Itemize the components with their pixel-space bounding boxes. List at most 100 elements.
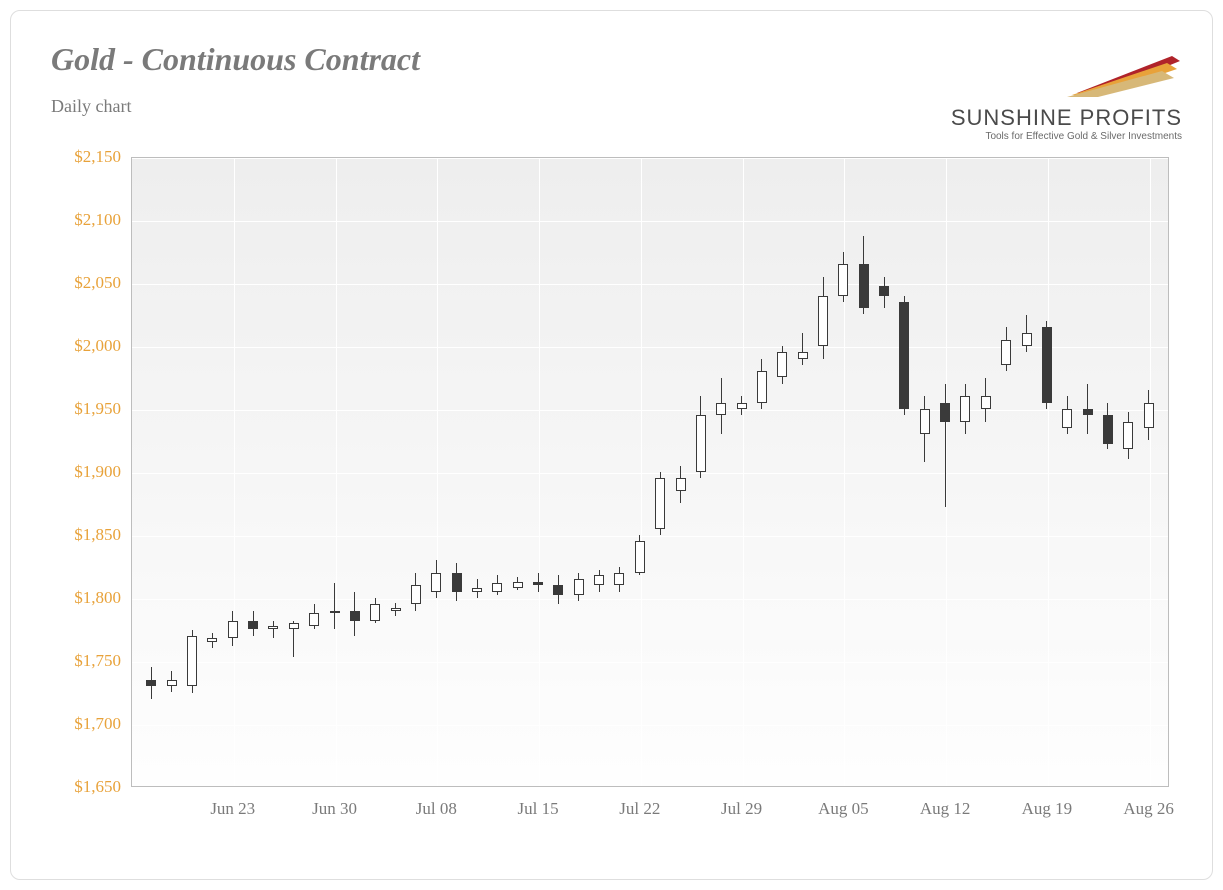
candle-body bbox=[716, 403, 726, 416]
chart-panel: Gold - Continuous Contract Daily chart S… bbox=[10, 10, 1213, 880]
x-axis-label: Jul 22 bbox=[619, 799, 660, 819]
candle-body bbox=[1103, 415, 1113, 444]
x-axis-label: Aug 19 bbox=[1022, 799, 1073, 819]
logo-tagline: Tools for Effective Gold & Silver Invest… bbox=[951, 131, 1182, 142]
candle-body bbox=[614, 573, 624, 586]
candle-body bbox=[1042, 327, 1052, 403]
candle-body bbox=[777, 352, 787, 377]
plot-area bbox=[131, 157, 1169, 787]
y-axis-label: $1,900 bbox=[51, 462, 121, 482]
gridline bbox=[132, 347, 1168, 348]
x-axis-label: Jun 23 bbox=[210, 799, 255, 819]
x-axis-label: Jul 08 bbox=[416, 799, 457, 819]
candle-body bbox=[676, 478, 686, 491]
candle-body bbox=[920, 409, 930, 434]
x-axis-label: Aug 26 bbox=[1123, 799, 1174, 819]
candle-body bbox=[167, 680, 177, 686]
y-axis-label: $1,850 bbox=[51, 525, 121, 545]
gridline bbox=[132, 725, 1168, 726]
candle-body bbox=[737, 403, 747, 409]
x-axis-label: Aug 12 bbox=[920, 799, 971, 819]
gridline bbox=[132, 599, 1168, 600]
candle-body bbox=[859, 264, 869, 308]
candle-body bbox=[879, 286, 889, 296]
candle-body bbox=[350, 611, 360, 621]
x-gridline bbox=[539, 158, 540, 786]
y-axis-label: $1,750 bbox=[51, 651, 121, 671]
x-gridline bbox=[946, 158, 947, 786]
x-gridline bbox=[743, 158, 744, 786]
x-axis-label: Aug 05 bbox=[818, 799, 869, 819]
candle-body bbox=[940, 403, 950, 422]
candle-body bbox=[757, 371, 767, 403]
gridline bbox=[132, 473, 1168, 474]
candle-body bbox=[960, 396, 970, 421]
candle-body bbox=[981, 396, 991, 409]
logo-stripes-icon bbox=[1062, 51, 1182, 101]
y-axis-label: $2,050 bbox=[51, 273, 121, 293]
candle-body bbox=[899, 302, 909, 409]
candle-body bbox=[818, 296, 828, 346]
gridline bbox=[132, 221, 1168, 222]
candle-body bbox=[1001, 340, 1011, 365]
candle-body bbox=[472, 588, 482, 592]
candle-body bbox=[370, 604, 380, 620]
candle-body bbox=[391, 608, 401, 611]
x-gridline bbox=[641, 158, 642, 786]
candle-body bbox=[635, 541, 645, 573]
candle-body bbox=[1062, 409, 1072, 428]
candle-body bbox=[513, 582, 523, 588]
candle-body bbox=[533, 582, 543, 586]
gridline bbox=[132, 284, 1168, 285]
x-gridline bbox=[1048, 158, 1049, 786]
x-gridline bbox=[336, 158, 337, 786]
logo-brand-text: SUNSHINE PROFITS bbox=[951, 105, 1182, 131]
candle-body bbox=[309, 613, 319, 626]
candle-body bbox=[268, 626, 278, 630]
y-axis-label: $2,150 bbox=[51, 147, 121, 167]
candle-body bbox=[492, 583, 502, 592]
candle-body bbox=[146, 680, 156, 686]
chart-area: $1,650$1,700$1,750$1,800$1,850$1,900$1,9… bbox=[51, 147, 1171, 827]
candle-body bbox=[655, 478, 665, 528]
gridline bbox=[132, 410, 1168, 411]
candle-body bbox=[594, 575, 604, 585]
candle-body bbox=[798, 352, 808, 358]
gridline bbox=[132, 536, 1168, 537]
candle-wick bbox=[273, 621, 274, 639]
candle-body bbox=[187, 636, 197, 686]
brand-logo: SUNSHINE PROFITS Tools for Effective Gol… bbox=[951, 51, 1182, 142]
candle-body bbox=[1083, 409, 1093, 415]
candle-body bbox=[207, 638, 217, 642]
x-gridline bbox=[437, 158, 438, 786]
x-axis-label: Jul 29 bbox=[721, 799, 762, 819]
x-gridline bbox=[1150, 158, 1151, 786]
candle-wick bbox=[334, 583, 335, 630]
y-axis-label: $1,950 bbox=[51, 399, 121, 419]
y-axis-label: $2,000 bbox=[51, 336, 121, 356]
y-axis-label: $1,650 bbox=[51, 777, 121, 797]
y-axis-label: $2,100 bbox=[51, 210, 121, 230]
candle-body bbox=[330, 611, 340, 614]
gridline bbox=[132, 158, 1168, 159]
candle-wick bbox=[802, 333, 803, 365]
candle-body bbox=[696, 415, 706, 472]
x-gridline bbox=[844, 158, 845, 786]
gridline bbox=[132, 662, 1168, 663]
x-gridline bbox=[234, 158, 235, 786]
candle-body bbox=[1144, 403, 1154, 428]
candle-body bbox=[248, 621, 258, 630]
candle-body bbox=[411, 585, 421, 604]
gridline bbox=[132, 788, 1168, 789]
y-axis-label: $1,800 bbox=[51, 588, 121, 608]
candle-body bbox=[452, 573, 462, 592]
candle-body bbox=[1123, 422, 1133, 450]
candle-body bbox=[228, 621, 238, 639]
candle-body bbox=[289, 623, 299, 629]
candle-body bbox=[1022, 333, 1032, 346]
candle-body bbox=[553, 585, 563, 595]
candle-body bbox=[574, 579, 584, 595]
candle-body bbox=[431, 573, 441, 592]
candle-body bbox=[838, 264, 848, 296]
x-axis-label: Jul 15 bbox=[518, 799, 559, 819]
